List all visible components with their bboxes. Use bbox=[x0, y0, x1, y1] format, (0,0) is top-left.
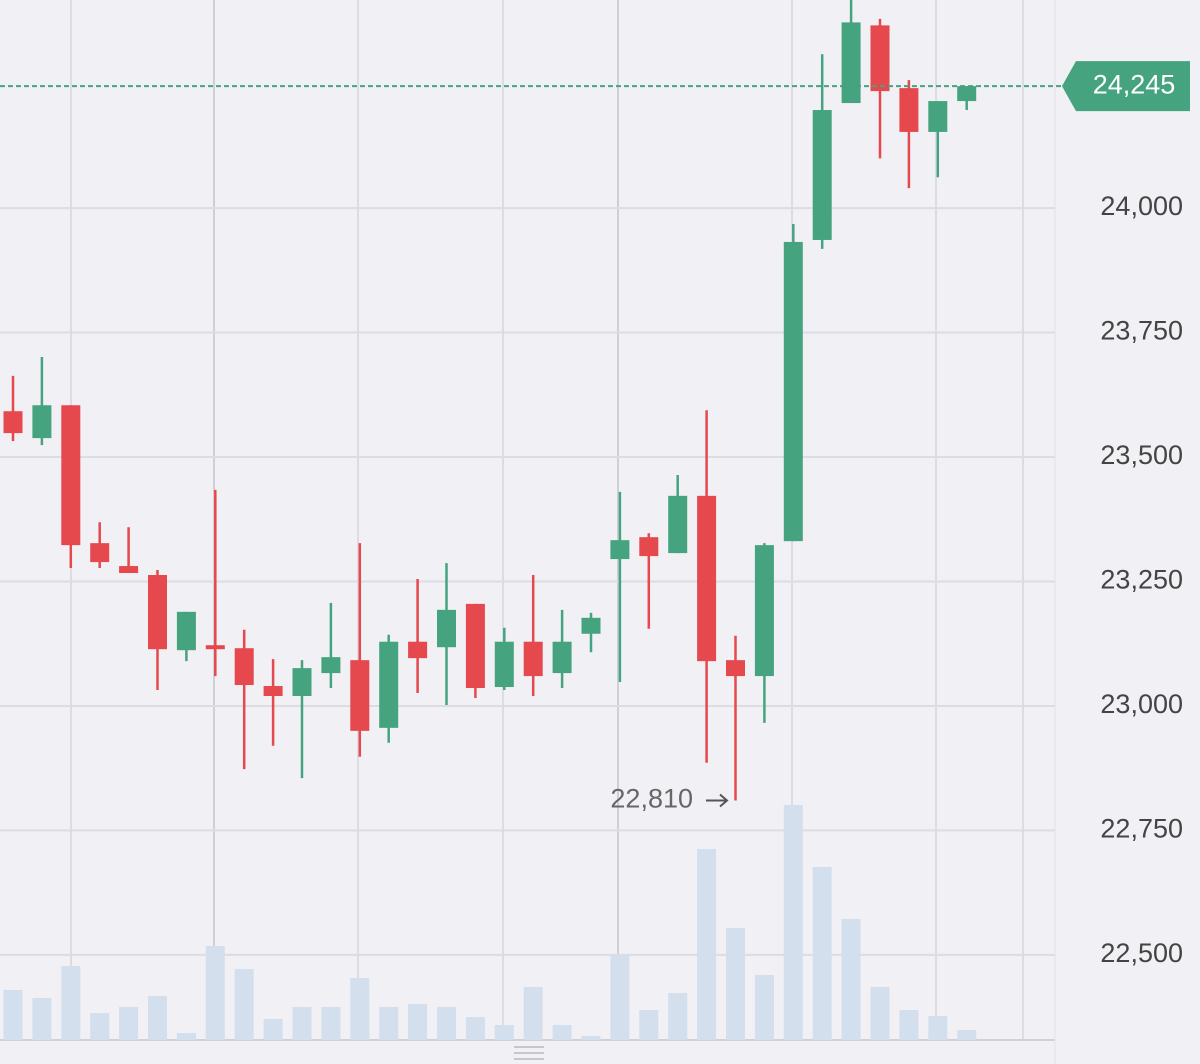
volume-bar bbox=[350, 978, 370, 1040]
volume-bar bbox=[465, 1017, 485, 1040]
candle-body bbox=[726, 660, 745, 677]
volume-bar bbox=[494, 1025, 514, 1040]
volume-bar bbox=[841, 919, 861, 1040]
volume-bar bbox=[812, 867, 832, 1040]
volume-bar bbox=[899, 1010, 919, 1040]
candle-body bbox=[812, 110, 832, 240]
candle-body bbox=[581, 617, 601, 634]
last-price-tag bbox=[1062, 61, 1190, 112]
candle-body bbox=[32, 405, 52, 439]
candle-body bbox=[205, 645, 225, 650]
volume-bar bbox=[321, 1007, 341, 1040]
candle-body bbox=[176, 611, 196, 651]
candle-body bbox=[610, 540, 630, 560]
candle-body bbox=[697, 495, 717, 662]
volume-bar bbox=[119, 1007, 139, 1040]
candle-body bbox=[494, 641, 514, 688]
volume-bar bbox=[263, 1019, 283, 1040]
candle-body bbox=[928, 101, 948, 132]
y-tick-label: 23,750 bbox=[1100, 316, 1183, 346]
volume-bar bbox=[726, 928, 745, 1040]
volume-bar bbox=[957, 1030, 977, 1040]
candle-body bbox=[783, 241, 803, 542]
y-tick-label: 22,750 bbox=[1100, 814, 1183, 844]
candle-body bbox=[957, 86, 977, 102]
volume-bar bbox=[61, 966, 81, 1040]
candle-body bbox=[523, 641, 543, 677]
volume-bar bbox=[581, 1036, 601, 1040]
y-tick-label: 23,500 bbox=[1100, 440, 1183, 470]
candle-body bbox=[379, 641, 399, 728]
volume-bar bbox=[205, 946, 225, 1040]
volume-bar bbox=[379, 1007, 399, 1040]
volume-bar bbox=[408, 1004, 428, 1040]
candle-body bbox=[870, 25, 890, 92]
candle-body bbox=[841, 22, 861, 104]
candle-body bbox=[61, 405, 81, 546]
volume-bar bbox=[176, 1033, 196, 1040]
volume-bar bbox=[639, 1010, 659, 1040]
candle-body bbox=[321, 657, 341, 674]
y-tick-label: 22,500 bbox=[1100, 938, 1183, 968]
y-tick-label: 23,000 bbox=[1100, 689, 1183, 719]
volume-bar bbox=[783, 805, 803, 1040]
y-tick-label: 23,250 bbox=[1100, 565, 1183, 595]
candle-body bbox=[292, 668, 312, 696]
candle-body bbox=[668, 495, 688, 554]
candle-body bbox=[90, 543, 110, 563]
candle-body bbox=[234, 648, 254, 686]
candle-body bbox=[263, 686, 283, 696]
volume-bar bbox=[928, 1016, 948, 1040]
resize-handle[interactable] bbox=[514, 1046, 544, 1060]
volume-bar bbox=[870, 987, 890, 1040]
volume-bar bbox=[754, 975, 774, 1040]
candle-body bbox=[465, 603, 485, 689]
candle-body bbox=[437, 609, 456, 648]
volume-bar bbox=[437, 1007, 456, 1040]
volume-bar bbox=[234, 969, 254, 1040]
volume-bar bbox=[148, 996, 167, 1040]
y-tick-label: 24,000 bbox=[1100, 191, 1183, 221]
volume-bar bbox=[697, 849, 717, 1040]
volume-bar bbox=[668, 993, 688, 1040]
annotation-arrowhead bbox=[719, 793, 729, 808]
volume-bar bbox=[90, 1013, 110, 1040]
candle-body bbox=[148, 575, 167, 650]
candle-body bbox=[899, 88, 919, 132]
candle-body bbox=[350, 660, 370, 731]
candle-body bbox=[754, 545, 774, 677]
volume-bar bbox=[3, 990, 23, 1040]
volume-bar bbox=[610, 955, 630, 1040]
last-price-label: 24,245 bbox=[1093, 69, 1176, 99]
volume-bar bbox=[32, 998, 52, 1040]
candle-body bbox=[3, 411, 23, 434]
low-annotation: 22,810 bbox=[610, 784, 693, 814]
volume-bar bbox=[552, 1025, 572, 1040]
candle-body bbox=[639, 537, 659, 557]
candle-body bbox=[119, 566, 139, 574]
candle-body bbox=[552, 641, 572, 674]
candle-body bbox=[408, 641, 428, 659]
volume-bar bbox=[523, 987, 543, 1040]
volume-bar bbox=[292, 1007, 312, 1040]
